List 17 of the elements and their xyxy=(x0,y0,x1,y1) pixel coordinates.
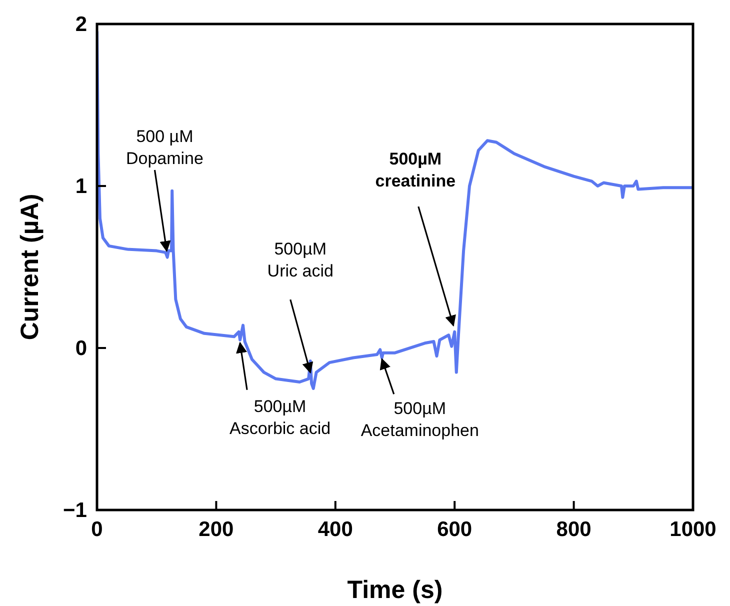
y-tick-label: 2 xyxy=(75,13,87,36)
x-tick-label: 600 xyxy=(437,518,472,541)
y-tick-label: 1 xyxy=(75,175,88,198)
annotation: 500µM Acetaminophen xyxy=(360,399,479,440)
y-tick-label: −1 xyxy=(63,499,88,522)
annotation: 500µM Ascorbic acid xyxy=(229,396,331,438)
y-tick-label: 0 xyxy=(75,337,87,360)
x-axis-title: Time (s) xyxy=(347,576,443,604)
y-axis-title: Current (µA) xyxy=(16,194,44,340)
annotation: 500µM creatinine xyxy=(375,150,456,191)
x-tick-label: 800 xyxy=(556,518,592,541)
annotation: 500µM Uric acid xyxy=(267,240,334,281)
x-tick-label: 200 xyxy=(198,518,234,541)
x-tick-label: 1000 xyxy=(670,518,716,541)
x-tick-label: 0 xyxy=(91,518,103,541)
annotation: 500 µM Dopamine xyxy=(126,127,204,168)
x-tick-label: 400 xyxy=(318,518,353,541)
